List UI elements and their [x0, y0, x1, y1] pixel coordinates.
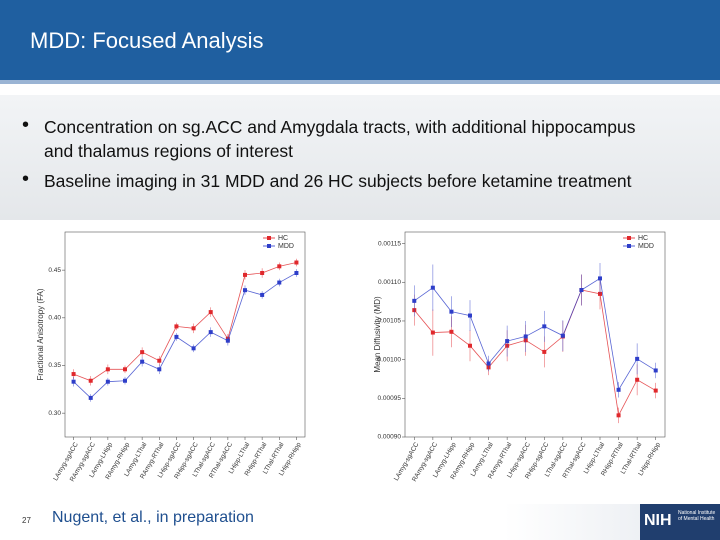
series-line — [413, 289, 656, 417]
data-point — [105, 367, 110, 372]
page-number: 27 — [22, 516, 31, 525]
data-point — [430, 285, 435, 290]
y-tick-label: 0.00090 — [378, 434, 402, 441]
data-point — [449, 309, 454, 314]
data-point — [191, 326, 196, 331]
data-point — [468, 343, 472, 348]
data-point — [486, 361, 491, 366]
data-point — [616, 387, 621, 392]
y-tick-label: 0.00110 — [378, 279, 401, 286]
data-point — [71, 372, 76, 377]
data-point — [542, 324, 547, 329]
data-point — [208, 310, 213, 315]
data-point — [635, 356, 640, 361]
citation: Nugent, et al., in preparation — [52, 509, 254, 526]
y-axis-label: Fractional Anisotropy (FA) — [36, 288, 45, 380]
data-point — [88, 378, 93, 383]
y-tick-label: 0.00115 — [378, 240, 401, 247]
data-point — [71, 379, 76, 384]
data-point — [468, 313, 472, 318]
legend-marker — [627, 244, 631, 248]
legend-label: HC — [638, 235, 648, 242]
plot-frame — [404, 231, 666, 438]
data-point — [140, 359, 145, 364]
data-point — [653, 388, 658, 393]
y-axis-label: Mean Diffusivity (MD) — [373, 296, 382, 373]
data-point — [174, 334, 179, 339]
data-point — [412, 298, 417, 303]
data-point — [294, 260, 299, 265]
data-point — [260, 271, 265, 275]
data-point — [616, 413, 621, 418]
data-point — [157, 358, 162, 363]
data-point — [243, 272, 247, 277]
y-tick-label: 0.35 — [48, 362, 61, 369]
footer — [0, 504, 720, 540]
slide-title: MDD: Focused Analysis — [30, 28, 264, 53]
legend-marker — [267, 244, 271, 248]
legend-label: MDD — [278, 243, 294, 250]
data-point — [560, 333, 565, 338]
logo-text: NIH — [644, 512, 672, 529]
series-line — [414, 277, 656, 391]
data-point — [277, 264, 282, 269]
data-point — [105, 379, 110, 384]
logo-subtext: National Institute of Mental Health — [678, 510, 716, 522]
data-point — [225, 338, 230, 343]
data-point — [88, 395, 93, 400]
data-point — [523, 334, 528, 339]
data-point — [191, 346, 196, 351]
data-point — [505, 339, 510, 344]
data-point — [653, 368, 658, 373]
data-point — [430, 330, 435, 335]
data-point — [635, 377, 640, 382]
plot-frame — [64, 231, 306, 438]
series-line — [73, 262, 297, 382]
data-point — [243, 288, 247, 293]
data-point — [123, 367, 127, 372]
data-point — [208, 330, 213, 335]
data-point — [260, 292, 265, 297]
data-point — [157, 367, 162, 372]
header: MDD: Focused Analysis — [0, 0, 720, 84]
y-tick-label: 0.40 — [48, 315, 61, 322]
y-tick-label: 0.30 — [48, 410, 61, 417]
data-point — [579, 288, 584, 293]
y-tick-label: 0.00105 — [378, 318, 402, 325]
data-point — [174, 324, 179, 329]
legend-label: MDD — [638, 243, 654, 250]
data-point — [277, 280, 282, 285]
legend-label: HC — [278, 235, 288, 242]
bullet: Baseline imaging in 31 MDD and 26 HC sub… — [22, 167, 644, 193]
data-point — [598, 276, 602, 281]
bullet: Concentration on sg.ACC and Amygdala tra… — [22, 113, 644, 163]
data-point — [140, 350, 145, 355]
y-tick-label: 0.00100 — [378, 356, 402, 363]
y-tick-label: 0.00095 — [378, 395, 402, 402]
legend-marker — [267, 236, 271, 240]
data-point — [542, 349, 547, 354]
legend-marker — [627, 236, 631, 240]
data-point — [449, 329, 454, 334]
data-point — [294, 271, 299, 275]
data-point — [123, 378, 127, 383]
logo: NIH National Institute of Mental Health — [640, 504, 720, 540]
y-tick-label: 0.45 — [48, 267, 61, 274]
series-line — [73, 272, 297, 399]
